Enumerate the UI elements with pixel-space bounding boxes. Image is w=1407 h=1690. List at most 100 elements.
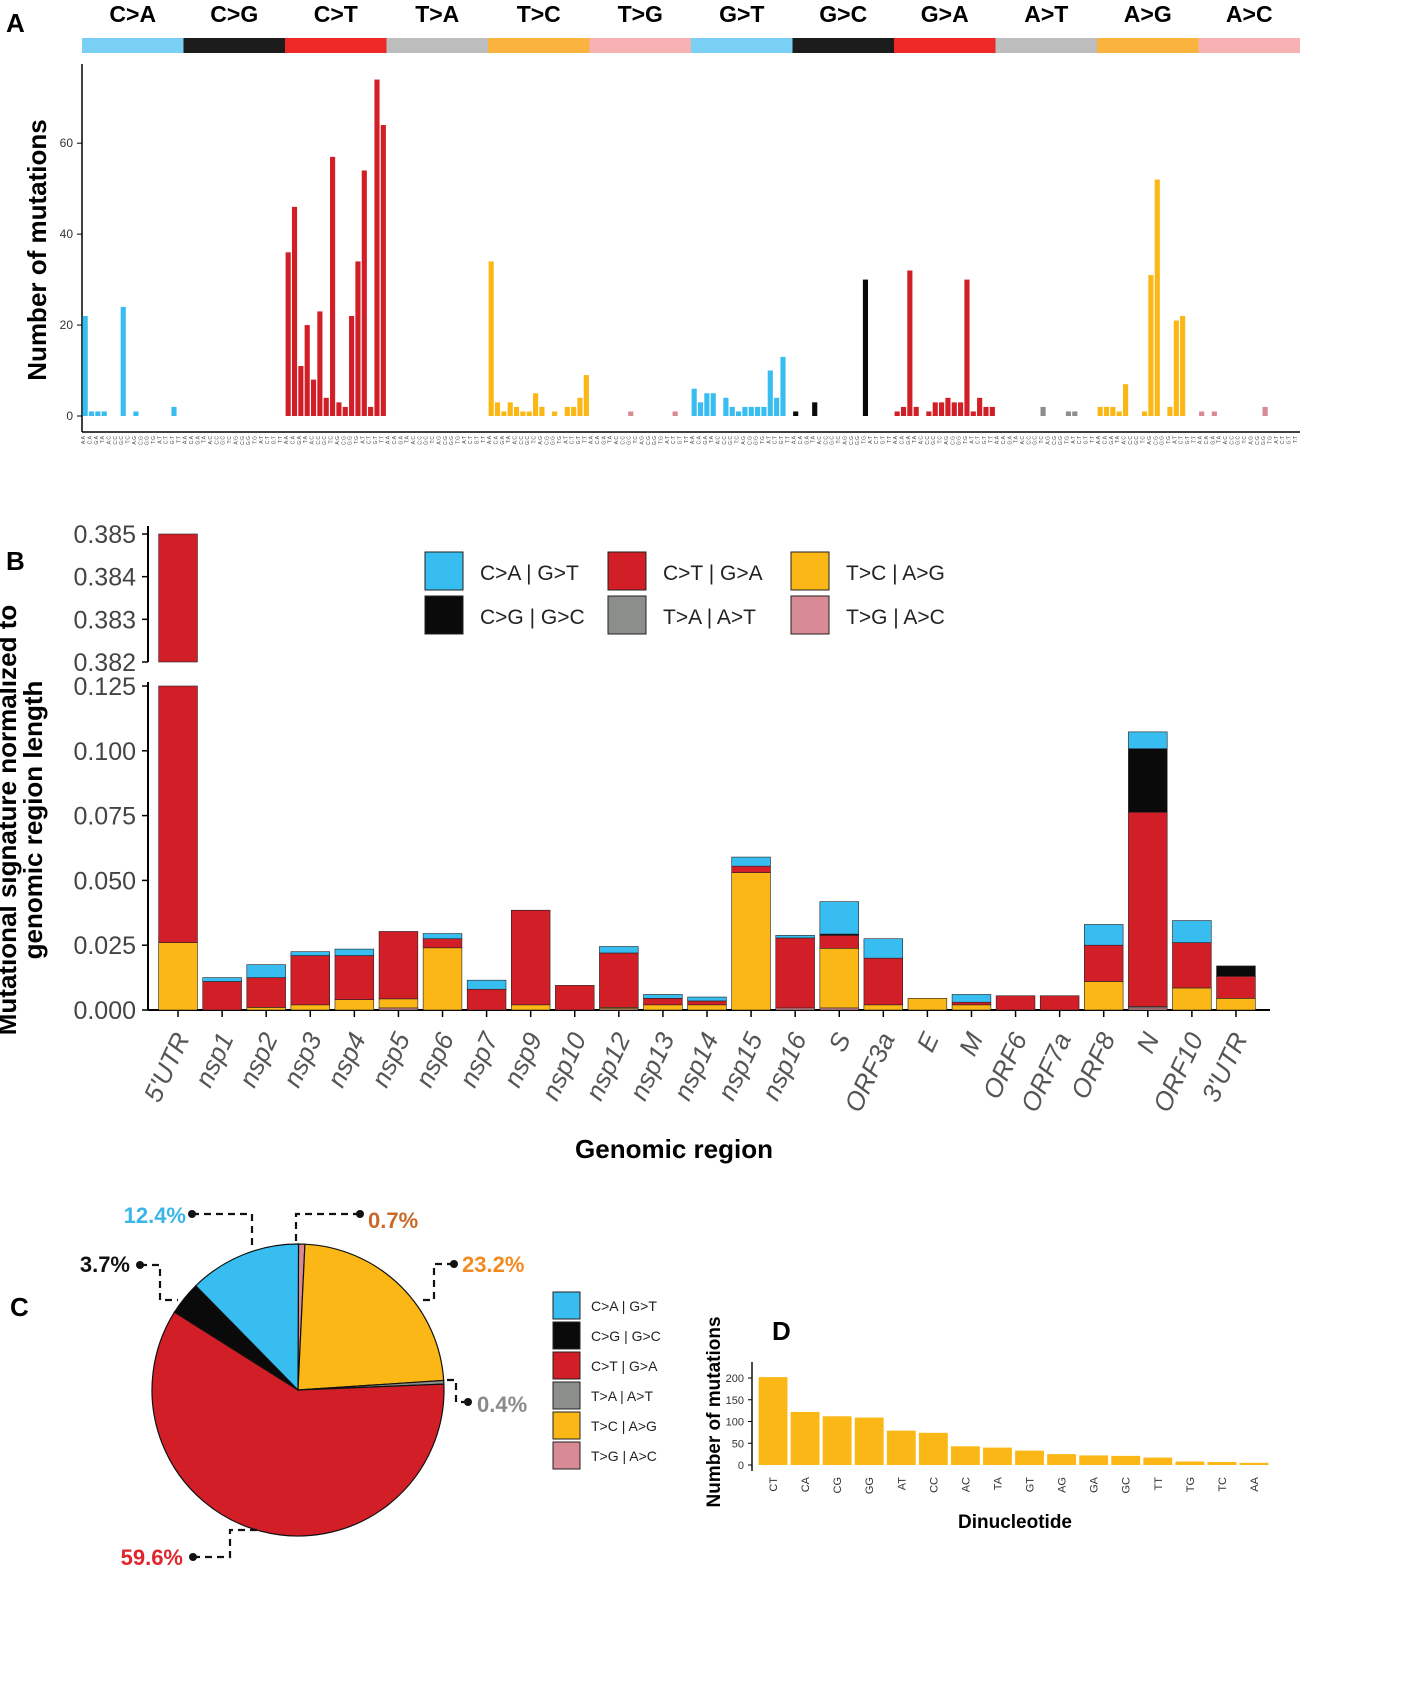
x-tick-label: C:G — [747, 436, 753, 445]
bar-segment — [1084, 924, 1123, 945]
x-tick-label: T:G — [760, 436, 766, 444]
bar-segment — [335, 1000, 374, 1010]
x-tick-label: C:T — [570, 436, 576, 444]
x-tick-label: G:C — [525, 436, 531, 445]
bar-segment — [423, 934, 462, 939]
bar-segment — [820, 935, 859, 948]
bar-segment — [335, 949, 374, 955]
x-tick-label: C:G — [950, 436, 956, 445]
bar-segment — [1172, 943, 1211, 988]
category-band — [488, 38, 590, 53]
x-tick-label: C:C — [722, 436, 728, 445]
x-tick-label: A:C — [817, 436, 823, 445]
x-tick-label: A:G — [335, 436, 341, 445]
category-label: A>T — [1024, 1, 1068, 27]
x-tick-label: T:T — [278, 436, 284, 443]
bar — [990, 407, 995, 416]
legend-label: C>G | G>C — [591, 1328, 661, 1344]
x-tick-label: nsp6 — [409, 1027, 460, 1091]
x-tick-label: G:A — [500, 435, 506, 444]
bar-segment — [864, 939, 903, 958]
bar — [355, 261, 360, 416]
bar — [711, 393, 716, 416]
bar — [95, 411, 100, 416]
x-tick-label: C:G — [1255, 436, 1261, 445]
x-tick-label: G:C — [1033, 436, 1039, 445]
bar — [964, 280, 969, 416]
x-tick-label: A:G — [436, 436, 442, 445]
x-tick-label: AG — [1057, 1477, 1069, 1493]
x-tick-label: T:A — [1217, 435, 1223, 443]
bar — [791, 1412, 820, 1465]
x-tick-label: G:G — [957, 436, 963, 445]
bar — [501, 411, 506, 416]
x-tick-label: S — [822, 1027, 857, 1056]
figure: A B C D C>AC>GC>TT>AT>CT>GG>TG>CG>AA>TA>… — [0, 0, 1407, 1690]
x-tick-label: T:C — [430, 436, 436, 444]
bar — [533, 393, 538, 416]
x-tick-label: C:G — [1153, 436, 1159, 445]
bar-segment — [820, 1008, 859, 1010]
x-tick-label: A:C — [716, 436, 722, 445]
x-tick-label: G:G — [652, 436, 658, 445]
bar — [489, 261, 494, 416]
x-tick-label: GC — [1121, 1477, 1133, 1494]
x-tick-label: A:G — [842, 436, 848, 445]
bar — [336, 402, 341, 416]
x-tick-label: TA — [992, 1476, 1004, 1490]
bar — [628, 411, 633, 416]
bar — [495, 402, 500, 416]
bar — [907, 271, 912, 416]
bar — [895, 411, 900, 416]
x-tick-label: nsp2 — [233, 1027, 284, 1091]
category-label: T>A — [415, 1, 459, 27]
bar — [1111, 1456, 1140, 1465]
slice-label: 59.6% — [121, 1545, 183, 1570]
bar-segment — [1128, 1008, 1167, 1010]
bar — [749, 407, 754, 416]
x-tick-label: C:C — [1026, 436, 1032, 445]
y-tick-label: 0 — [738, 1460, 744, 1472]
x-tick-label: T:A — [608, 435, 614, 443]
y-tick-label: 0.385 — [73, 521, 136, 549]
bar — [552, 411, 557, 416]
x-tick-label: nsp4 — [321, 1028, 372, 1092]
category-band — [184, 38, 286, 53]
category-band — [793, 38, 895, 53]
leader-line — [444, 1380, 468, 1402]
x-tick-label: G:A — [804, 435, 810, 444]
x-tick-label: GG — [864, 1477, 876, 1494]
bar — [286, 252, 291, 416]
bar — [1117, 411, 1122, 416]
legend-swatch — [791, 552, 829, 590]
panel-label-c: C — [10, 1292, 29, 1322]
leader-line — [140, 1265, 178, 1300]
bar — [673, 411, 678, 416]
x-tick-label: G:T — [170, 436, 176, 444]
bar — [1072, 411, 1077, 416]
bar — [855, 1418, 884, 1465]
y-tick-label: 0.384 — [73, 564, 136, 592]
x-tick-label: C:A — [697, 435, 703, 444]
bar — [1207, 1462, 1236, 1465]
y-tick-label: 200 — [726, 1373, 744, 1385]
x-tick-label: A:T — [259, 436, 265, 444]
x-tick-label: T:T — [379, 436, 385, 443]
legend-label: C>A | G>T — [591, 1298, 657, 1314]
x-tick-label: G:C — [424, 436, 430, 445]
bar — [1155, 180, 1160, 416]
x-tick-label: G:T — [271, 436, 277, 444]
x-tick-label: T:T — [988, 436, 994, 443]
bar — [768, 371, 773, 416]
x-tick-label: G:G — [551, 436, 557, 445]
category-label: T>G — [618, 1, 663, 27]
category-label: C>G — [210, 1, 258, 27]
panel-label-a: A — [6, 8, 25, 38]
x-tick-label: A:T — [766, 436, 772, 444]
x-tick-label: A:T — [360, 436, 366, 444]
bar-segment — [1172, 988, 1211, 1010]
bar-segment — [247, 1007, 286, 1010]
category-band — [1199, 38, 1301, 53]
x-tick-label: T:A — [811, 435, 817, 443]
bar — [520, 411, 525, 416]
